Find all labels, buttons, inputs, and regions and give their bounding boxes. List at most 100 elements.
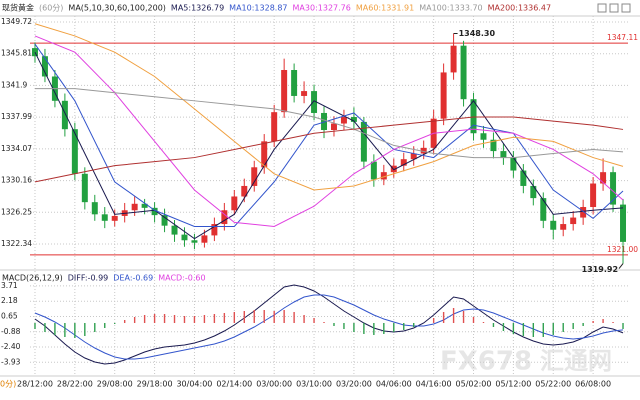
candle-body <box>251 167 258 186</box>
annotation-tick <box>618 263 624 269</box>
chart-subtitle: (60分) <box>39 4 63 13</box>
icon[interactable] <box>609 3 619 13</box>
candle-body <box>500 151 507 158</box>
legend-entry: MACD:-0.60 <box>158 274 205 283</box>
candle-body <box>400 159 407 166</box>
candle-body <box>360 121 367 162</box>
macd-bar <box>413 323 415 327</box>
y-tick-label: 1330.16 <box>1 176 32 185</box>
chart-title: 现货黄金 <box>2 3 34 13</box>
macd-bar <box>243 311 245 323</box>
watermark-name: 汇通网 <box>540 347 612 375</box>
candle-body <box>340 117 347 124</box>
candle-body <box>510 157 517 171</box>
x-tick-label: 03/00:00 <box>256 380 292 389</box>
legend-entry: MA200:1336.47 <box>488 4 551 13</box>
candle-body <box>291 70 298 96</box>
candle-body <box>231 196 238 211</box>
legend-entry: DIFF:-0.99 <box>68 274 109 283</box>
macd-bar <box>233 312 236 323</box>
candle-body <box>301 91 308 96</box>
candle-body <box>281 70 288 113</box>
macd-bar <box>333 323 335 326</box>
candle-body <box>321 112 328 130</box>
ma-line <box>34 88 624 159</box>
candle-body <box>191 240 198 243</box>
candle-body <box>211 224 218 236</box>
candle-body <box>610 172 617 205</box>
macd-bar <box>253 310 255 323</box>
x-tick-label: 28/22:00 <box>57 380 93 389</box>
macd-bar <box>383 323 385 334</box>
ma-line <box>34 116 624 183</box>
macd-bar <box>562 323 564 332</box>
macd-bar <box>183 316 186 323</box>
candle-body <box>221 210 228 225</box>
macd-bar <box>542 323 544 337</box>
candle-body <box>330 123 337 130</box>
macd-bar <box>612 322 614 323</box>
icon[interactable] <box>621 3 631 13</box>
candle-body <box>390 165 397 173</box>
macd-bar <box>34 323 36 329</box>
macd-bar <box>64 323 66 337</box>
macd-bar <box>403 323 405 330</box>
toolbar-icons <box>597 3 631 13</box>
candle-body <box>41 56 48 77</box>
macd-bar <box>203 315 206 323</box>
candle-body <box>440 72 447 119</box>
annotation-label: 1348.30 <box>459 29 496 38</box>
macd-bar <box>193 316 196 323</box>
macd-bar <box>363 323 365 334</box>
y-tick-label: 1334.07 <box>1 144 32 153</box>
macd-bar <box>452 308 455 323</box>
y-tick-label: 0.65 <box>1 312 18 321</box>
candle-body <box>370 161 377 180</box>
macd-bar <box>353 323 355 332</box>
candle-body <box>71 129 78 174</box>
macd-bar <box>522 323 525 336</box>
candle-body <box>61 100 68 130</box>
y-tick-label: 1322.34 <box>1 239 32 248</box>
candle-body <box>350 117 357 122</box>
y-tick-label: 1341.9 <box>1 80 27 89</box>
macd-bar <box>114 323 116 324</box>
candle-body <box>311 91 318 113</box>
macd-bar <box>472 317 475 323</box>
x-tick-label: 03/20:00 <box>336 380 372 389</box>
candle-body <box>480 133 487 140</box>
candle-body <box>181 234 188 241</box>
macd-bar <box>153 314 156 323</box>
macd-bar <box>173 315 176 323</box>
candle-body <box>460 45 467 100</box>
candle-body <box>380 172 387 180</box>
legend-entry: MA100:1333.70 <box>419 4 482 13</box>
macd-bar <box>303 315 305 323</box>
candle-body <box>161 215 168 226</box>
icon[interactable] <box>597 3 607 13</box>
candle-body <box>470 99 477 134</box>
indicator-label: MA(5,10,30,60,100,200) <box>68 4 166 13</box>
x-tick-label: 30/04:00 <box>176 380 212 389</box>
macd-bar <box>622 323 624 329</box>
x-tick-label: 04/16:00 <box>416 380 452 389</box>
candle-body <box>600 172 607 184</box>
candle-body <box>550 220 557 230</box>
macd-bar <box>283 310 285 323</box>
macd-bar <box>343 323 345 329</box>
macd-bar <box>532 323 535 337</box>
macd-bar <box>133 317 136 323</box>
macd-bar <box>502 323 505 331</box>
candle-body <box>261 141 268 168</box>
macd-bar <box>323 322 325 323</box>
candle-body <box>580 207 587 218</box>
macd-bar <box>512 323 515 334</box>
candle-body <box>620 204 627 242</box>
macd-bar <box>373 323 375 335</box>
period-fragment: 0分) <box>0 380 16 389</box>
candle-body <box>241 185 248 197</box>
legend-entry: MA60:1331.91 <box>356 4 414 13</box>
macd-bar <box>273 311 275 323</box>
ma-line <box>34 35 624 227</box>
